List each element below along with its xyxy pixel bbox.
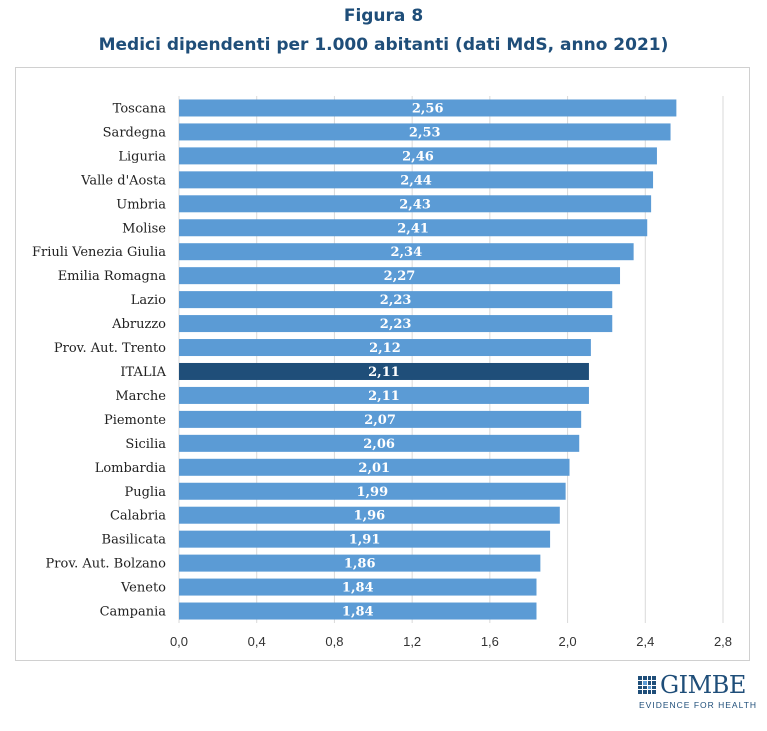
category-label: Lombardia [95, 461, 167, 476]
data-label: 2,27 [384, 269, 416, 284]
data-label: 2,41 [397, 221, 429, 236]
chart-area [15, 67, 750, 661]
category-label: Abruzzo [111, 317, 166, 332]
bar [179, 243, 634, 261]
bar [179, 339, 591, 357]
data-label: 2,12 [369, 341, 401, 356]
x-tick-label: 1,2 [403, 634, 421, 649]
data-label: 1,84 [342, 605, 374, 620]
logo-tagline: EVIDENCE FOR HEALTH [639, 700, 758, 710]
bar [179, 602, 537, 620]
category-label: Sicilia [125, 437, 166, 452]
category-label: Prov. Aut. Bolzano [46, 557, 167, 572]
data-label: 2,44 [400, 173, 432, 188]
data-label: 2,53 [409, 125, 441, 140]
bar [179, 362, 589, 380]
x-tick-label: 1,6 [481, 634, 499, 649]
bar [179, 482, 566, 500]
data-label: 1,99 [356, 485, 388, 500]
bar [179, 291, 613, 309]
data-label: 1,84 [342, 581, 374, 596]
bar [179, 195, 652, 213]
bar [179, 386, 589, 404]
logo-wordmark: GIMBE [660, 671, 746, 699]
gimbe-mark-icon [638, 676, 656, 694]
x-tick-label: 0,8 [325, 634, 343, 649]
chart-title: Medici dipendenti per 1.000 abitanti (da… [98, 35, 669, 55]
bar [179, 123, 671, 141]
bar [179, 147, 657, 165]
category-label: Piemonte [104, 413, 166, 428]
gimbe-logo: GIMBE EVIDENCE FOR HEALTH [638, 671, 756, 717]
data-label: 2,07 [364, 413, 396, 428]
category-label: Sardegna [103, 125, 167, 140]
category-label: Calabria [110, 509, 166, 524]
data-label: 2,06 [363, 437, 395, 452]
category-label: Campania [100, 605, 167, 620]
data-label: 2,34 [390, 245, 422, 260]
data-label: 2,11 [368, 365, 400, 380]
data-label: 2,01 [358, 461, 390, 476]
data-label: 2,56 [412, 101, 444, 116]
data-label: 2,11 [368, 389, 400, 404]
category-label: Veneto [120, 581, 166, 596]
x-tick-label: 2,4 [636, 634, 654, 649]
category-label: Puglia [124, 485, 166, 500]
data-label: 1,91 [349, 533, 381, 548]
x-tick-label: 2,0 [559, 634, 577, 649]
bar [179, 99, 677, 117]
bar [179, 554, 541, 572]
bar [179, 458, 570, 476]
category-label: Valle d'Aosta [80, 173, 166, 188]
category-label: Liguria [118, 149, 166, 164]
data-label: 1,86 [344, 557, 376, 572]
x-tick-label: 2,8 [714, 634, 732, 649]
data-label: 1,96 [354, 509, 386, 524]
bar [179, 506, 560, 524]
data-label: 2,23 [380, 317, 412, 332]
bar [179, 578, 537, 596]
x-tick-label: 0,0 [170, 634, 188, 649]
category-label: Toscana [113, 101, 167, 116]
category-label: Umbria [116, 197, 166, 212]
x-tick-label: 0,4 [248, 634, 266, 649]
bar [179, 315, 613, 333]
category-label: Molise [122, 221, 166, 236]
data-label: 2,23 [380, 293, 412, 308]
data-label: 2,43 [399, 197, 431, 212]
data-label: 2,46 [402, 149, 434, 164]
bar [179, 530, 551, 548]
category-label: Basilicata [102, 533, 167, 548]
bar [179, 219, 648, 237]
category-label: Lazio [131, 293, 166, 308]
bar [179, 434, 580, 452]
bar [179, 267, 621, 285]
bar [179, 410, 582, 428]
category-label: Prov. Aut. Trento [54, 341, 166, 356]
figure-number: Figura 8 [343, 6, 424, 26]
category-label: Emilia Romagna [58, 269, 167, 284]
category-label: ITALIA [120, 365, 166, 380]
category-label: Friuli Venezia Giulia [32, 245, 166, 260]
category-label: Marche [115, 389, 166, 404]
bar [179, 171, 654, 189]
